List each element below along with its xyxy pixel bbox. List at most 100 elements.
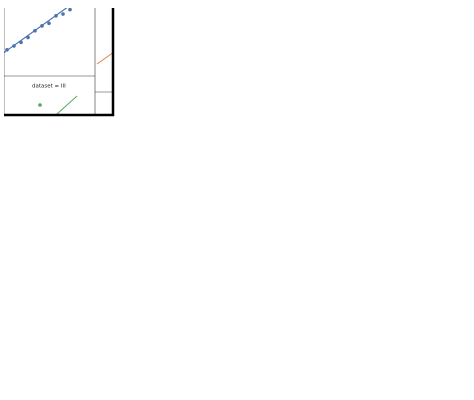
heatmap-cell <box>83 296 97 308</box>
polar-ring <box>66 176 114 224</box>
point <box>372 116 374 118</box>
point <box>420 75 422 77</box>
hexbin <box>133 348 140 354</box>
cell-label: 181 <box>18 300 27 306</box>
point <box>376 109 378 111</box>
point <box>422 62 424 64</box>
gallery-thumbnail[interactable]: 178 193 226 235 264 317 356 163 181 235 227 269 313 3… <box>2 284 124 396</box>
gallery-thumbnail[interactable] <box>121 4 233 116</box>
point <box>392 101 394 103</box>
point <box>23 207 25 209</box>
gallery-thumbnail[interactable] <box>121 284 233 396</box>
point <box>371 112 373 114</box>
gallery-thumbnail[interactable] <box>240 144 352 256</box>
point <box>422 61 424 63</box>
gallery-thumbnail[interactable] <box>358 144 470 256</box>
point <box>401 93 403 95</box>
point <box>400 90 402 92</box>
point <box>436 24 438 26</box>
point <box>446 5 448 7</box>
marginal-bar <box>133 286 139 295</box>
point <box>384 105 386 107</box>
bar <box>219 110 233 114</box>
bar <box>240 334 261 340</box>
point <box>437 37 439 39</box>
point <box>368 112 370 114</box>
point <box>393 107 395 109</box>
gallery-thumbnail[interactable] <box>358 0 470 122</box>
cell-label: 347 <box>58 350 67 356</box>
gallery-thumbnail[interactable] <box>121 144 233 256</box>
thumbnail-bg <box>240 4 352 116</box>
hexbin <box>138 349 145 355</box>
point <box>427 55 429 57</box>
heatmap-cell <box>29 359 43 371</box>
thumbnail-bg <box>121 4 233 116</box>
point <box>389 108 391 110</box>
point <box>439 17 441 19</box>
point <box>379 111 381 113</box>
point <box>389 105 391 107</box>
hexbin <box>142 334 149 340</box>
hexbin <box>129 337 136 343</box>
bar <box>240 358 313 364</box>
point <box>410 80 412 82</box>
point <box>431 52 433 54</box>
bar <box>240 342 266 348</box>
cell-label: 178 <box>4 288 13 294</box>
point <box>388 108 390 110</box>
point <box>420 62 422 64</box>
gallery-thumbnail[interactable]: dataset = III <box>2 4 115 117</box>
point <box>410 86 412 88</box>
point <box>430 39 432 41</box>
thumbnail-border <box>3 145 113 255</box>
outlier <box>421 311 423 313</box>
point <box>421 62 423 64</box>
gallery-thumbnail[interactable] <box>354 284 474 396</box>
point <box>370 109 372 111</box>
point <box>384 111 386 113</box>
point <box>75 235 77 237</box>
point <box>435 38 437 40</box>
point <box>385 112 387 114</box>
heatmap-cell <box>56 309 70 321</box>
hexbin <box>135 335 142 341</box>
point <box>431 41 433 43</box>
point <box>384 108 386 110</box>
point <box>416 67 418 69</box>
point <box>369 115 371 117</box>
point <box>442 10 444 12</box>
gallery-thumbnail[interactable] <box>237 4 352 116</box>
heatmap-cell <box>97 284 124 296</box>
point <box>407 81 409 83</box>
hexbin <box>164 338 171 344</box>
point <box>399 97 401 99</box>
polar-ring <box>0 152 76 248</box>
gallery-thumbnail[interactable] <box>240 284 352 396</box>
point <box>400 95 402 97</box>
point <box>437 20 439 22</box>
line <box>302 196 338 200</box>
point <box>388 112 390 114</box>
point <box>399 96 401 98</box>
point <box>94 236 96 238</box>
hexbin <box>142 328 149 334</box>
thumbnail-border <box>4 8 115 117</box>
point <box>16 200 18 202</box>
point <box>439 20 441 22</box>
kde-contour <box>300 76 350 114</box>
heatmap-cell <box>16 321 30 333</box>
point <box>437 32 439 34</box>
hexbin <box>142 341 149 347</box>
point <box>420 55 422 57</box>
point <box>376 115 378 117</box>
thumbnail-border <box>359 285 469 395</box>
heatmap-cell <box>16 384 30 396</box>
point <box>370 117 372 119</box>
point <box>408 91 410 93</box>
point <box>424 50 426 52</box>
heatmap-cell <box>43 371 57 383</box>
point <box>414 81 416 83</box>
gallery-thumbnail[interactable]: 45° 135° 0° 180° 315° 225° <box>0 144 138 256</box>
polar-label: 135° <box>72 152 85 158</box>
